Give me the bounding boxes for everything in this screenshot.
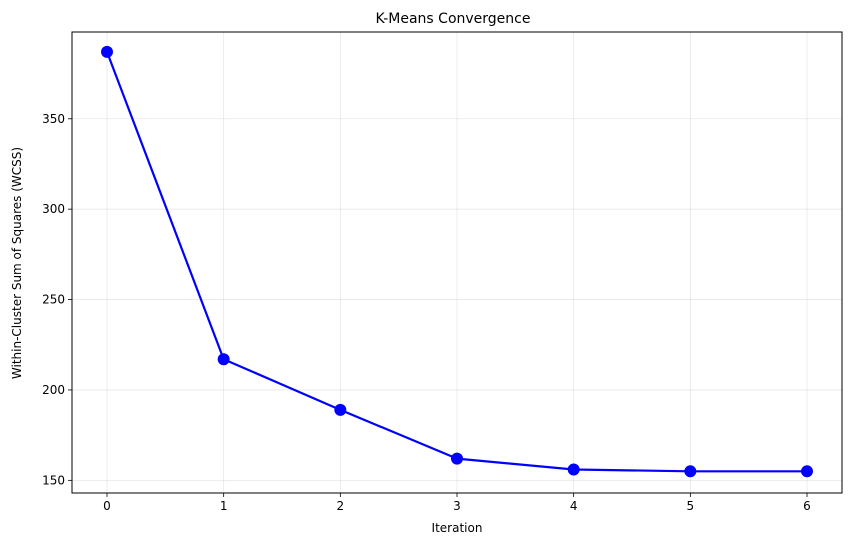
- x-tick-label: 3: [453, 499, 461, 513]
- ticks: 0 1 2 3 4 5 6 150 200 250 300 350: [42, 112, 811, 513]
- y-tick-label: 300: [42, 202, 65, 216]
- x-tick-label: 0: [103, 499, 111, 513]
- y-axis-label: Within-Cluster Sum of Squares (WCSS): [10, 147, 24, 379]
- data-point-marker: [567, 463, 580, 476]
- data-point-marker: [334, 403, 347, 416]
- y-tick-label: 200: [42, 383, 65, 397]
- y-tick-label: 250: [42, 293, 65, 307]
- x-tick-label: 5: [687, 499, 695, 513]
- x-tick-label: 2: [337, 499, 345, 513]
- x-tick-label: 1: [220, 499, 228, 513]
- data-point-marker: [801, 465, 813, 478]
- data-point-marker: [451, 452, 463, 465]
- data-point-marker: [101, 45, 113, 58]
- data-point-marker: [684, 465, 697, 478]
- data-point-marker: [217, 353, 230, 366]
- y-tick-label: 150: [42, 473, 65, 487]
- y-tick-label: 350: [42, 112, 65, 126]
- x-tick-label: 4: [570, 499, 578, 513]
- x-tick-label: 6: [803, 499, 811, 513]
- x-axis-label: Iteration: [432, 521, 483, 535]
- grid: [72, 32, 842, 493]
- chart-title: K-Means Convergence: [376, 11, 531, 27]
- series-layer: [101, 45, 813, 478]
